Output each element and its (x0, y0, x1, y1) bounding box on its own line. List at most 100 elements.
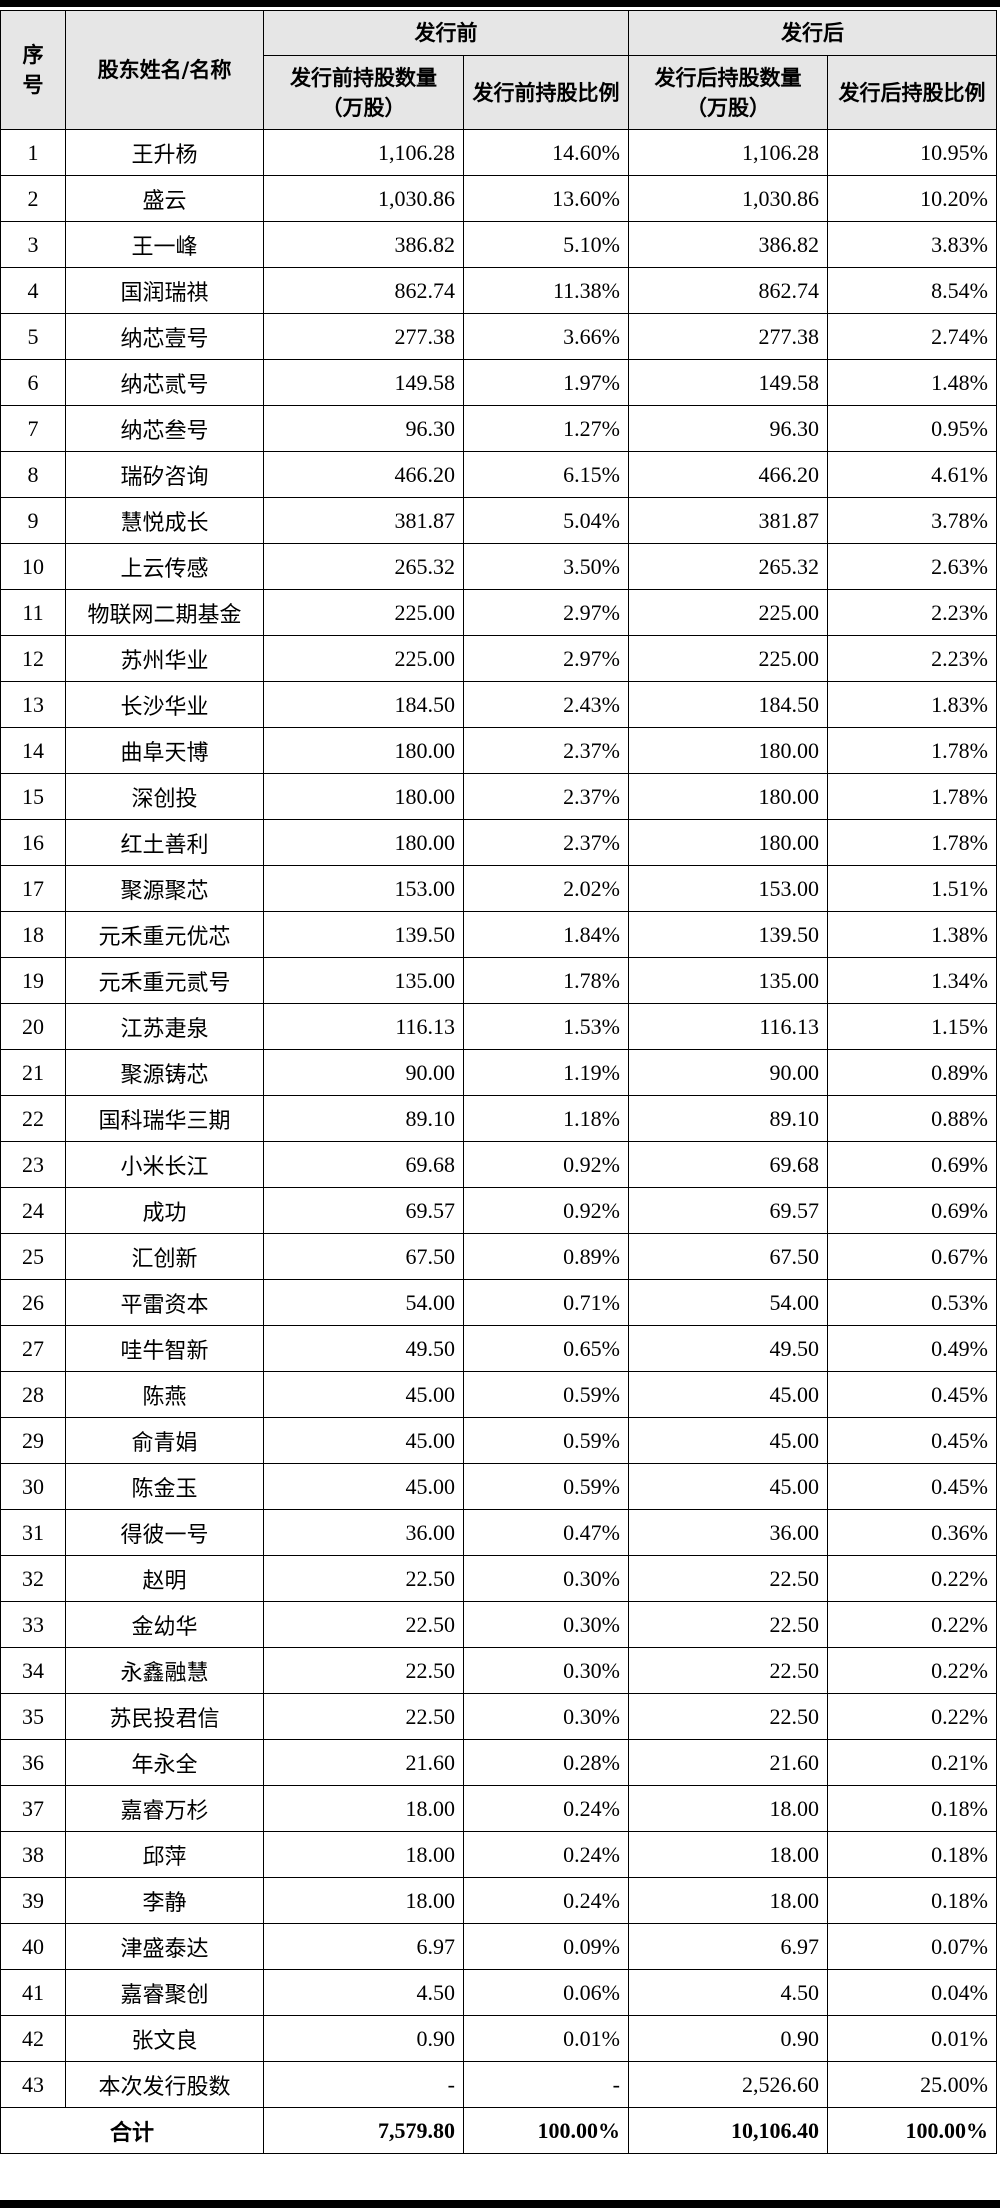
cell-before-pct: 0.59% (463, 1417, 629, 1464)
cell-after-pct: 0.22% (827, 1555, 997, 1602)
cell-before-qty: 180.00 (263, 727, 464, 774)
cell-after-qty: 22.50 (628, 1555, 828, 1602)
cell-before-qty: 69.68 (263, 1141, 464, 1188)
cell-before-pct: 5.10% (463, 221, 629, 268)
cell-name: 深创投 (65, 773, 264, 820)
table-row: 37 嘉睿万杉 18.00 0.24% 18.00 0.18% (0, 1785, 997, 1832)
cell-before-qty: 69.57 (263, 1187, 464, 1234)
cell-before-qty: 22.50 (263, 1693, 464, 1740)
cell-after-pct: 10.20% (827, 175, 997, 222)
table-row: 13 长沙华业 184.50 2.43% 184.50 1.83% (0, 681, 997, 728)
cell-seq: 14 (0, 727, 66, 774)
cell-after-qty: 96.30 (628, 405, 828, 452)
cell-name: 俞青娟 (65, 1417, 264, 1464)
cell-before-qty: 180.00 (263, 773, 464, 820)
cell-seq: 19 (0, 957, 66, 1004)
header-seq: 序号 (0, 10, 66, 130)
cell-name: 李静 (65, 1877, 264, 1924)
top-rule (0, 0, 1000, 7)
total-label: 合计 (0, 2107, 264, 2154)
table-row: 21 聚源铸芯 90.00 1.19% 90.00 0.89% (0, 1049, 997, 1096)
cell-after-pct: 0.18% (827, 1785, 997, 1832)
table-row: 25 汇创新 67.50 0.89% 67.50 0.67% (0, 1233, 997, 1280)
cell-after-qty: 36.00 (628, 1509, 828, 1556)
cell-after-qty: 180.00 (628, 773, 828, 820)
cell-seq: 13 (0, 681, 66, 728)
cell-before-qty: 466.20 (263, 451, 464, 498)
cell-before-pct: 0.24% (463, 1831, 629, 1878)
cell-before-qty: 22.50 (263, 1601, 464, 1648)
cell-before-pct: 2.97% (463, 589, 629, 636)
cell-before-pct: 0.59% (463, 1463, 629, 1510)
cell-seq: 28 (0, 1371, 66, 1418)
cell-name: 聚源铸芯 (65, 1049, 264, 1096)
cell-before-qty: 225.00 (263, 589, 464, 636)
cell-after-qty: 21.60 (628, 1739, 828, 1786)
cell-name: 曲阜天博 (65, 727, 264, 774)
cell-after-pct: 1.78% (827, 773, 997, 820)
cell-after-pct: 0.21% (827, 1739, 997, 1786)
cell-seq: 24 (0, 1187, 66, 1234)
cell-seq: 38 (0, 1831, 66, 1878)
cell-before-pct: 1.53% (463, 1003, 629, 1050)
cell-after-pct: 1.15% (827, 1003, 997, 1050)
table-row: 38 邱萍 18.00 0.24% 18.00 0.18% (0, 1831, 997, 1878)
cell-seq: 25 (0, 1233, 66, 1280)
cell-before-pct: 0.92% (463, 1141, 629, 1188)
cell-seq: 43 (0, 2061, 66, 2108)
table-row: 12 苏州华业 225.00 2.97% 225.00 2.23% (0, 635, 997, 682)
cell-name: 物联网二期基金 (65, 589, 264, 636)
cell-before-qty: 386.82 (263, 221, 464, 268)
cell-seq: 5 (0, 313, 66, 360)
cell-before-pct: 6.15% (463, 451, 629, 498)
cell-after-qty: 18.00 (628, 1831, 828, 1878)
cell-after-qty: 149.58 (628, 359, 828, 406)
cell-seq: 39 (0, 1877, 66, 1924)
table-row: 4 国润瑞祺 862.74 11.38% 862.74 8.54% (0, 267, 997, 314)
cell-after-qty: 22.50 (628, 1647, 828, 1694)
cell-seq: 20 (0, 1003, 66, 1050)
cell-before-qty: 862.74 (263, 267, 464, 314)
cell-name: 纳芯叁号 (65, 405, 264, 452)
table-row: 22 国科瑞华三期 89.10 1.18% 89.10 0.88% (0, 1095, 997, 1142)
cell-after-pct: 0.88% (827, 1095, 997, 1142)
cell-seq: 26 (0, 1279, 66, 1326)
cell-name: 哇牛智新 (65, 1325, 264, 1372)
table-row: 36 年永全 21.60 0.28% 21.60 0.21% (0, 1739, 997, 1786)
cell-after-qty: 54.00 (628, 1279, 828, 1326)
cell-before-pct: 2.37% (463, 819, 629, 866)
header-after-qty: 发行后持股数量（万股） (628, 55, 828, 130)
cell-seq: 12 (0, 635, 66, 682)
cell-after-pct: 0.67% (827, 1233, 997, 1280)
cell-before-pct: - (463, 2061, 629, 2108)
cell-before-pct: 0.47% (463, 1509, 629, 1556)
table-row: 6 纳芯贰号 149.58 1.97% 149.58 1.48% (0, 359, 997, 406)
cell-name: 年永全 (65, 1739, 264, 1786)
cell-after-qty: 1,106.28 (628, 129, 828, 176)
table-row: 18 元禾重元优芯 139.50 1.84% 139.50 1.38% (0, 911, 997, 958)
table-row: 5 纳芯壹号 277.38 3.66% 277.38 2.74% (0, 313, 997, 360)
cell-after-pct: 1.34% (827, 957, 997, 1004)
cell-before-qty: 265.32 (263, 543, 464, 590)
cell-before-pct: 0.30% (463, 1555, 629, 1602)
cell-before-pct: 0.24% (463, 1785, 629, 1832)
cell-seq: 34 (0, 1647, 66, 1694)
cell-after-pct: 0.07% (827, 1923, 997, 1970)
table-row: 30 陈金玉 45.00 0.59% 45.00 0.45% (0, 1463, 997, 1510)
cell-after-qty: 135.00 (628, 957, 828, 1004)
cell-seq: 16 (0, 819, 66, 866)
cell-after-qty: 69.68 (628, 1141, 828, 1188)
cell-after-qty: 0.90 (628, 2015, 828, 2062)
cell-before-pct: 2.97% (463, 635, 629, 682)
cell-name: 元禾重元优芯 (65, 911, 264, 958)
cell-after-qty: 4.50 (628, 1969, 828, 2016)
cell-name: 金幼华 (65, 1601, 264, 1648)
cell-before-qty: 45.00 (263, 1371, 464, 1418)
cell-after-qty: 18.00 (628, 1877, 828, 1924)
cell-before-pct: 2.37% (463, 773, 629, 820)
cell-name: 国润瑞祺 (65, 267, 264, 314)
cell-name: 平雷资本 (65, 1279, 264, 1326)
cell-before-qty: 381.87 (263, 497, 464, 544)
cell-seq: 3 (0, 221, 66, 268)
table-row: 14 曲阜天博 180.00 2.37% 180.00 1.78% (0, 727, 997, 774)
